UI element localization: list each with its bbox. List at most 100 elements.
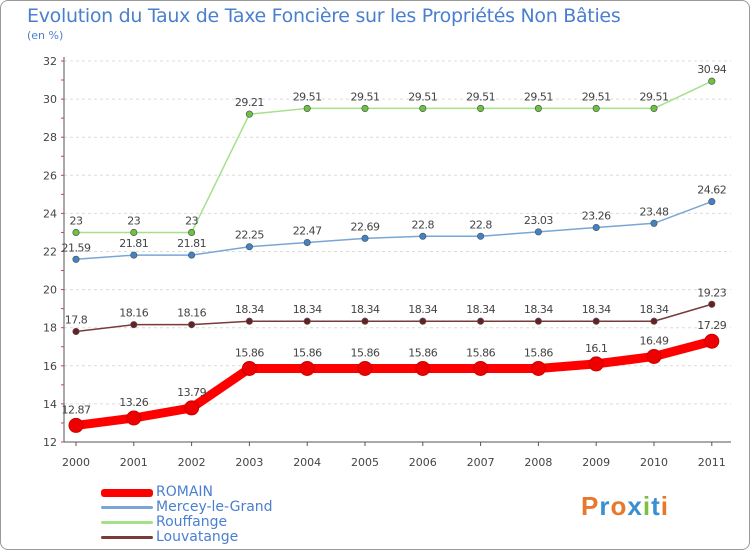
y-tick-label: 24 <box>43 207 57 220</box>
data-label-romain: 17.29 <box>697 319 726 332</box>
data-point-louvatange <box>708 300 716 308</box>
data-label-mercey-le-grand: 21.81 <box>119 237 148 250</box>
data-label-louvatange: 18.34 <box>640 303 669 316</box>
legend-swatch-mercey-le-grand <box>101 506 153 509</box>
y-tick-label: 22 <box>43 246 57 259</box>
data-point-romain <box>241 360 257 376</box>
data-point-romain <box>126 410 142 426</box>
data-label-romain: 15.86 <box>235 346 264 359</box>
data-point-rouffange <box>708 77 716 85</box>
data-label-romain: 15.86 <box>408 346 437 359</box>
data-label-louvatange: 18.34 <box>524 303 553 316</box>
x-tick-label: 2007 <box>467 456 495 469</box>
x-tick-label: 2003 <box>235 456 263 469</box>
data-label-mercey-le-grand: 22.47 <box>293 225 322 238</box>
data-label-romain: 16.1 <box>585 342 608 355</box>
data-point-louvatange <box>361 317 369 325</box>
data-point-mercey-le-grand <box>72 255 80 263</box>
x-tick-label: 2000 <box>62 456 90 469</box>
data-point-louvatange <box>303 317 311 325</box>
y-tick-label: 20 <box>43 284 57 297</box>
data-label-louvatange: 18.34 <box>466 303 495 316</box>
data-point-mercey-le-grand <box>361 234 369 242</box>
data-point-mercey-le-grand <box>419 232 427 240</box>
data-label-louvatange: 18.34 <box>293 303 322 316</box>
data-point-rouffange <box>419 104 427 112</box>
data-point-romain <box>530 360 546 376</box>
y-tick-label: 32 <box>43 55 57 68</box>
data-point-mercey-le-grand <box>130 251 138 259</box>
y-tick-label: 30 <box>43 93 57 106</box>
data-label-mercey-le-grand: 22.69 <box>351 220 380 233</box>
x-tick-label: 2001 <box>120 456 148 469</box>
data-point-rouffange <box>188 228 196 237</box>
legend-item-louvatange: Louvatange <box>101 530 273 545</box>
logo-letter: i <box>660 491 669 521</box>
data-point-louvatange <box>245 317 253 325</box>
y-tick-label: 14 <box>43 398 57 411</box>
logo-letter: o <box>610 491 628 521</box>
data-point-mercey-le-grand <box>534 228 542 236</box>
logo-letter: t <box>651 491 661 521</box>
data-label-romain: 12.87 <box>62 403 91 416</box>
chart-title: Evolution du Taux de Taxe Foncière sur l… <box>27 5 621 27</box>
logo-letter: i <box>642 491 652 521</box>
data-label-mercey-le-grand: 22.8 <box>412 218 435 231</box>
data-label-rouffange: 29.51 <box>351 90 380 103</box>
data-label-rouffange: 23 <box>70 214 83 227</box>
logo-letter: r <box>599 491 611 521</box>
data-point-romain <box>184 400 200 416</box>
data-label-rouffange: 29.51 <box>293 90 322 103</box>
data-label-romain: 13.26 <box>119 396 148 409</box>
data-point-louvatange <box>592 317 600 325</box>
data-label-rouffange: 29.51 <box>524 90 553 103</box>
data-point-louvatange <box>534 317 542 325</box>
x-tick-label: 2005 <box>351 456 379 469</box>
x-tick-label: 2008 <box>524 456 552 469</box>
legend-item-romain: ROMAIN <box>101 485 273 500</box>
data-point-rouffange <box>303 104 311 112</box>
data-label-mercey-le-grand: 23.48 <box>640 205 669 218</box>
data-point-rouffange <box>534 104 542 112</box>
data-point-rouffange <box>477 104 485 112</box>
chart-unit-label: (en %) <box>27 29 64 42</box>
data-label-rouffange: 29.51 <box>408 90 437 103</box>
data-point-mercey-le-grand <box>245 243 253 251</box>
data-label-romain: 15.86 <box>524 346 553 359</box>
legend-label-mercey-le-grand: Mercey-le-Grand <box>156 499 273 515</box>
y-tick-label: 16 <box>43 360 57 373</box>
data-label-romain: 16.49 <box>640 334 669 347</box>
data-label-mercey-le-grand: 22.8 <box>469 218 492 231</box>
legend-swatch-louvatange <box>101 536 153 539</box>
x-tick-label: 2010 <box>640 456 668 469</box>
data-point-rouffange <box>130 228 138 237</box>
data-label-mercey-le-grand: 24.62 <box>697 184 726 197</box>
legend-item-rouffange: Rouffange <box>101 515 273 530</box>
data-point-romain <box>588 356 604 372</box>
data-point-romain <box>415 360 431 376</box>
legend-item-mercey-le-grand: Mercey-le-Grand <box>101 500 273 515</box>
data-label-louvatange: 19.23 <box>697 286 726 299</box>
data-point-louvatange <box>188 321 196 329</box>
data-point-mercey-le-grand <box>188 251 196 259</box>
data-label-romain: 15.86 <box>466 346 495 359</box>
series-line-mercey-le-grand <box>75 200 713 261</box>
legend-swatch-romain <box>101 488 153 497</box>
data-label-rouffange: 29.51 <box>466 90 495 103</box>
y-tick-label: 12 <box>43 436 57 449</box>
data-label-rouffange: 29.51 <box>582 90 611 103</box>
x-tick-label: 2009 <box>582 456 610 469</box>
data-label-louvatange: 18.16 <box>119 307 148 320</box>
data-label-louvatange: 18.34 <box>408 303 437 316</box>
series-line-louvatange <box>75 303 713 333</box>
data-point-louvatange <box>130 321 138 329</box>
data-point-mercey-le-grand <box>708 198 716 206</box>
data-point-louvatange <box>419 317 427 325</box>
data-label-louvatange: 17.8 <box>65 314 88 327</box>
data-label-rouffange: 29.21 <box>235 96 264 109</box>
legend-label-romain: ROMAIN <box>156 484 214 500</box>
x-tick-label: 2011 <box>698 456 726 469</box>
proxiti-logo[interactable]: Proxiti <box>581 491 669 522</box>
